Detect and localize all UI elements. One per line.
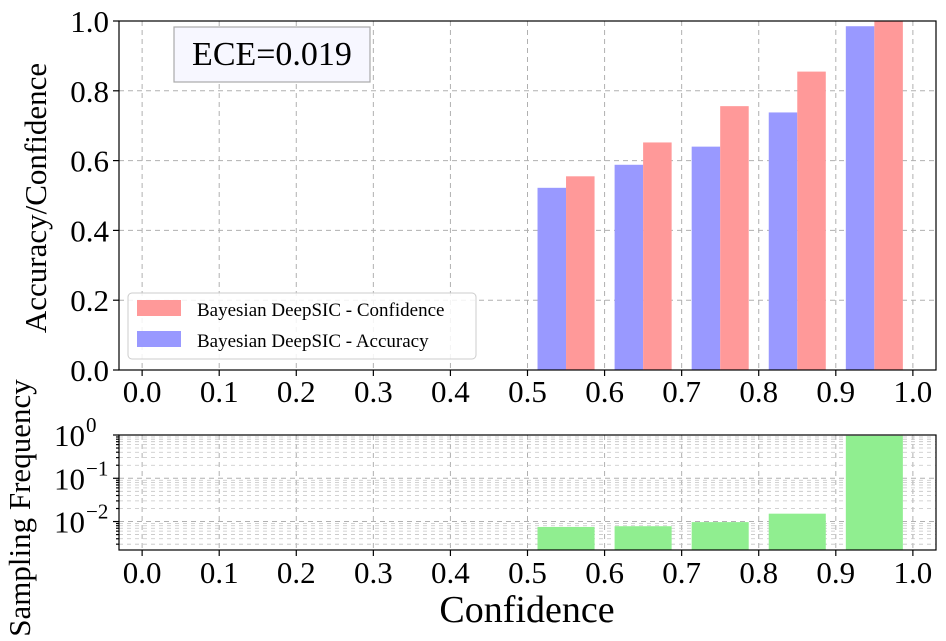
confidence-bar xyxy=(566,176,595,370)
frequency-panel: 0.0 0.1 0.2 0.3 0.4 0.5 0.6 0.7 0.8 0.9 1.0 10 010−… xyxy=(2,379,937,637)
frequency-y-tick-label: 10 xyxy=(54,418,85,453)
legend-box xyxy=(127,292,477,360)
accuracy-bar xyxy=(768,112,798,371)
legend-label-accuracy: Bayesian DeepSIC - Accuracy xyxy=(197,331,429,352)
frequency-bar xyxy=(768,513,826,550)
reliability-x-tick-label: 0.2 xyxy=(277,374,316,409)
frequency-y-tick-exponent: 0 xyxy=(86,413,97,437)
frequency-x-tick-label: 0.7 xyxy=(662,555,701,590)
frequency-x-tick-label: 1.0 xyxy=(894,555,933,590)
ece-annotation: ECE=0.019 xyxy=(173,26,371,83)
reliability-y-tick-label: 0.0 xyxy=(70,353,109,388)
reliability-bars xyxy=(537,21,903,371)
reliability-y-tick-label: 0.8 xyxy=(70,74,109,109)
frequency-y-tick-exponent: −2 xyxy=(86,500,108,524)
accuracy-bar xyxy=(537,187,567,370)
frequency-bar xyxy=(691,522,749,550)
legend-swatch-accuracy xyxy=(137,331,181,347)
ece-annotation-box xyxy=(173,26,371,83)
reliability-x-tick-label: 0.5 xyxy=(508,374,547,409)
frequency-x-tick-label: 0.9 xyxy=(816,555,855,590)
frequency-y-tick-label: 10 xyxy=(54,461,85,496)
reliability-y-ticks: 0.0 0.2 0.4 0.6 0.8 1.0 xyxy=(70,4,119,388)
reliability-x-tick-label: 0.8 xyxy=(739,374,778,409)
frequency-x-ticks: 0.0 0.1 0.2 0.3 0.4 0.5 0.6 0.7 0.8 0.9 1.0 xyxy=(123,550,933,590)
reliability-x-tick-label: 0.0 xyxy=(123,374,162,409)
confidence-bar xyxy=(643,142,672,370)
reliability-y-tick-label: 0.2 xyxy=(70,283,109,318)
reliability-x-tick-label: 0.6 xyxy=(585,374,624,409)
accuracy-bar xyxy=(691,146,721,370)
ece-annotation-text: ECE=0.019 xyxy=(192,36,352,73)
x-axis-label: Confidence xyxy=(439,589,614,631)
frequency-x-tick-label: 0.3 xyxy=(354,555,393,590)
accuracy-bar xyxy=(845,26,875,371)
reliability-x-tick-label: 0.9 xyxy=(816,374,855,409)
legend: Bayesian DeepSIC - Confidence Bayesian D… xyxy=(127,292,477,360)
frequency-x-tick-label: 0.6 xyxy=(585,555,624,590)
frequency-x-tick-label: 0.0 xyxy=(123,555,162,590)
frequency-bar xyxy=(845,435,903,550)
reliability-y-label: Accuracy/Confidence xyxy=(18,63,53,333)
reliability-x-tick-label: 1.0 xyxy=(894,374,933,409)
frequency-bars xyxy=(537,435,903,550)
frequency-bar xyxy=(614,526,672,550)
legend-swatch-confidence xyxy=(137,300,181,316)
reliability-x-ticks: 0.0 0.1 0.2 0.3 0.4 0.5 0.6 0.7 0.8 0.9 1.0 xyxy=(123,370,933,409)
reliability-x-tick-label: 0.1 xyxy=(200,374,239,409)
reliability-panel: 0.0 0.1 0.2 0.3 0.4 0.5 0.6 0.7 0.8 0.9 1.0 0.0 0.2… xyxy=(18,4,937,409)
reliability-x-tick-label: 0.7 xyxy=(662,374,701,409)
reliability-x-tick-label: 0.4 xyxy=(431,374,470,409)
accuracy-bar xyxy=(614,164,644,370)
frequency-y-label: Sampling Frequency xyxy=(2,379,37,637)
reliability-y-tick-label: 1.0 xyxy=(70,4,109,39)
frequency-x-tick-label: 0.2 xyxy=(277,555,316,590)
reliability-x-tick-label: 0.3 xyxy=(354,374,393,409)
frequency-y-tick-exponent: −1 xyxy=(86,456,108,480)
legend-label-confidence: Bayesian DeepSIC - Confidence xyxy=(197,300,444,321)
confidence-bar xyxy=(797,71,826,370)
confidence-bar xyxy=(720,106,749,370)
frequency-x-tick-label: 0.5 xyxy=(508,555,547,590)
frequency-x-tick-label: 0.8 xyxy=(739,555,778,590)
reliability-y-tick-label: 0.4 xyxy=(70,213,109,248)
reliability-y-tick-label: 0.6 xyxy=(70,144,109,179)
frequency-bar xyxy=(537,526,595,550)
frequency-x-tick-label: 0.1 xyxy=(200,555,239,590)
confidence-bar xyxy=(874,21,903,370)
frequency-x-tick-label: 0.4 xyxy=(431,555,470,590)
frequency-y-tick-label: 10 xyxy=(54,505,85,540)
